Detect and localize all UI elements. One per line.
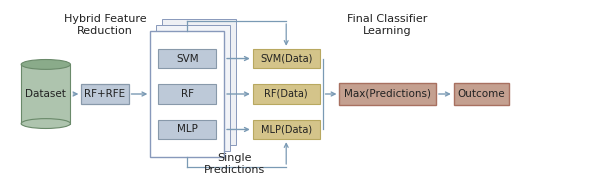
Text: RF(Data): RF(Data): [265, 89, 308, 99]
Text: Single
Predictions: Single Predictions: [205, 153, 266, 175]
Bar: [454, 83, 509, 105]
Bar: [150, 31, 224, 157]
Bar: [253, 84, 320, 104]
Text: SVM(Data): SVM(Data): [260, 54, 313, 64]
Text: Dataset: Dataset: [25, 89, 66, 99]
Bar: [253, 49, 320, 68]
Bar: [158, 49, 216, 68]
Text: MLP: MLP: [177, 124, 197, 134]
Bar: [158, 120, 216, 139]
Text: Outcome: Outcome: [457, 89, 505, 99]
Text: RF+RFE: RF+RFE: [85, 89, 125, 99]
Bar: [340, 83, 436, 105]
Text: SVM: SVM: [176, 54, 199, 64]
Bar: [81, 84, 128, 104]
Bar: [158, 84, 216, 104]
Text: Final Classifier
Learning: Final Classifier Learning: [347, 14, 428, 36]
Ellipse shape: [21, 119, 70, 128]
Bar: [21, 64, 70, 124]
Bar: [156, 25, 230, 151]
Text: Hybrid Feature
Reduction: Hybrid Feature Reduction: [64, 14, 146, 36]
Bar: [253, 120, 320, 139]
Text: MLP(Data): MLP(Data): [260, 124, 312, 134]
Ellipse shape: [21, 60, 70, 69]
Bar: [162, 19, 236, 145]
Text: Max(Predictions): Max(Predictions): [344, 89, 431, 99]
Text: RF: RF: [181, 89, 194, 99]
